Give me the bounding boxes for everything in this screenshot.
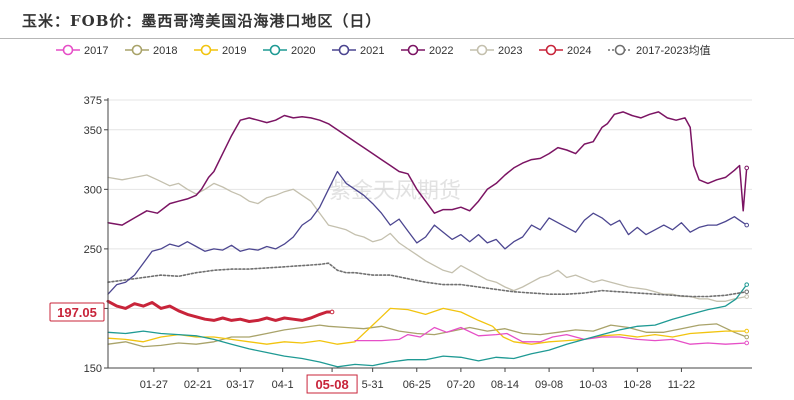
x-tick-label-5-31: 5-31: [362, 379, 384, 391]
chart-title: 玉米：FOB价：墨西哥湾美国沿海港口地区（日）: [22, 12, 382, 30]
current-markers: 197.05 05-08: [49, 302, 358, 394]
x-tick-label-04-1: 04-1: [272, 379, 294, 391]
legend: 2017 2018 2019 2020 2021 2022 2023 2024 2017-202…: [56, 44, 711, 57]
series-end-point-2020: [744, 282, 750, 287]
x-tick-label-01-27: 01-27: [140, 379, 168, 391]
legend-item-2021: 2021: [332, 44, 384, 57]
legend-item-2018: 2018: [125, 44, 177, 57]
series-end-point-2024: [329, 309, 335, 315]
legend-marker-2021: [338, 44, 350, 56]
x-ticks: 01-27 02-21 03-17 04-1 5-31 06-25 07-20 08-14 09…: [140, 368, 695, 391]
legend-label-2020: 2020: [291, 45, 315, 57]
legend-item-2024: 2024: [539, 44, 591, 57]
y-tick-label-150: 150: [84, 363, 102, 375]
legend-marker-2017: [62, 44, 74, 56]
x-tick-label-08-14: 08-14: [491, 379, 519, 391]
legend-marker-2018: [131, 44, 143, 56]
series-end-point-2018: [744, 334, 750, 340]
y-ticks: 150 250 300 350 375: [84, 95, 108, 375]
series-line-2023: [107, 174, 748, 302]
series-line-2017-2023均值: [107, 262, 748, 298]
series-line-2021: [107, 170, 748, 295]
legend-label-2022: 2022: [429, 45, 453, 57]
x-tick-label-06-25: 06-25: [403, 379, 431, 391]
y-tick-label-300: 300: [84, 184, 102, 196]
current-date-box: [306, 374, 358, 394]
series-end-point-2017: [744, 340, 750, 346]
legend-item-2017-2023均值: 2017-2023均值: [608, 44, 711, 57]
x-tick-label-11-22: 11-22: [668, 379, 695, 391]
x-tick-label-02-21: 02-21: [184, 379, 212, 391]
x-tick-label-10-28: 10-28: [623, 379, 651, 391]
legend-label-2024: 2024: [567, 45, 591, 57]
legend-marker-2024: [545, 44, 557, 56]
legend-item-2019: 2019: [194, 44, 246, 57]
legend-item-2017: 2017: [56, 44, 108, 57]
legend-marker-2023: [476, 44, 488, 56]
legend-label-2017-2023均值: 2017-2023均值: [636, 44, 711, 57]
series-end-point-2023: [744, 294, 750, 299]
legend-label-2018: 2018: [153, 45, 177, 57]
series-layer: [106, 111, 750, 368]
legend-marker-2022: [407, 44, 419, 56]
watermark: 紫金天风期货: [329, 179, 461, 204]
grid: [108, 99, 752, 369]
legend-marker-2017-2023均值: [614, 44, 626, 56]
series-end-point-2021: [744, 222, 750, 228]
series-end-point-2019: [744, 328, 750, 334]
x-tick-label-10-03: 10-03: [579, 379, 607, 391]
y-tick-label-375: 375: [84, 95, 102, 107]
y-tick-label-350: 350: [84, 125, 102, 137]
legend-item-2023: 2023: [470, 44, 522, 57]
legend-label-2021: 2021: [360, 45, 384, 57]
legend-marker-2020: [269, 44, 281, 56]
legend-label-2019: 2019: [222, 45, 246, 57]
series-line-2020: [107, 283, 748, 368]
legend-item-2020: 2020: [263, 44, 315, 57]
series-line-2019: [107, 307, 748, 345]
current-date-label: 05-08: [315, 377, 348, 392]
current-value-label: 197.05: [57, 305, 97, 320]
x-tick-label-07-20: 07-20: [447, 379, 475, 391]
series-line-2024: [106, 299, 334, 323]
series-end-point-2022: [744, 165, 750, 171]
series-end-point-2017-2023均值: [744, 289, 750, 295]
title-divider: [0, 38, 794, 39]
series-line-2022: [107, 111, 748, 226]
axes: [107, 98, 752, 369]
y-tick-label-250: 250: [84, 244, 102, 256]
series-line-2017: [354, 326, 748, 345]
current-value-box: [49, 302, 105, 322]
x-tick-label-03-17: 03-17: [226, 379, 254, 391]
legend-label-2023: 2023: [498, 45, 522, 57]
legend-label-2017: 2017: [84, 45, 108, 57]
legend-item-2022: 2022: [401, 44, 453, 57]
x-tick-label-09-08: 09-08: [535, 379, 563, 391]
legend-marker-2019: [200, 44, 212, 56]
